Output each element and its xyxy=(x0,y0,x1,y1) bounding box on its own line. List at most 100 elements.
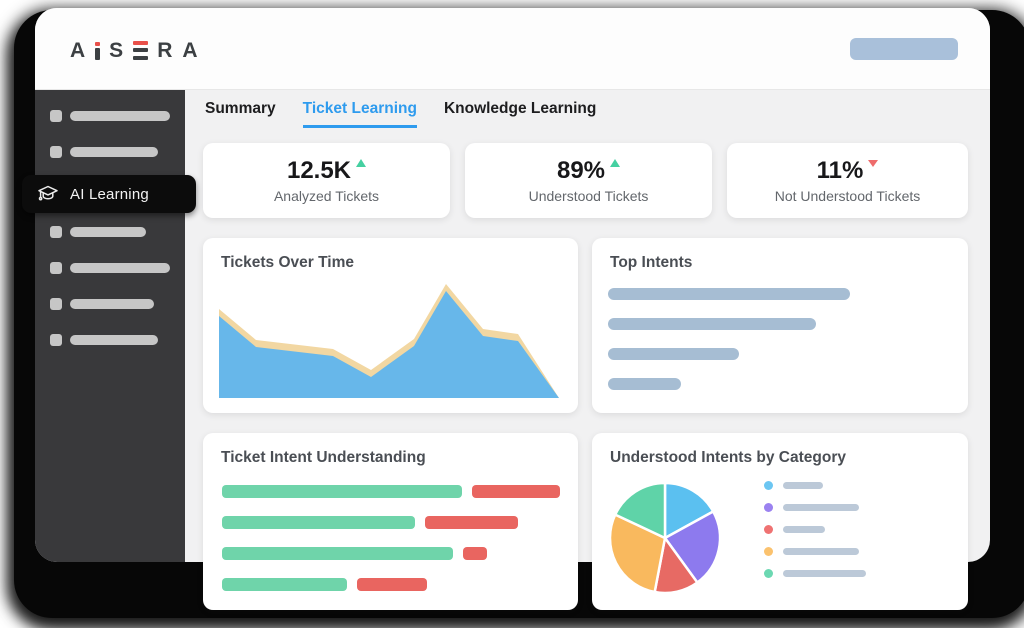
sidebar-item-label-placeholder xyxy=(70,147,158,157)
chart-title: Understood Intents by Category xyxy=(610,449,846,466)
kpi-label: Not Understood Tickets xyxy=(774,188,921,204)
legend-item xyxy=(764,481,866,490)
tab-ticket-learning[interactable]: Ticket Learning xyxy=(302,100,417,128)
not-understood-bar xyxy=(463,547,487,560)
sidebar-item-icon-placeholder xyxy=(50,298,62,310)
understood-bar xyxy=(222,547,453,560)
intent-row xyxy=(222,578,560,591)
sidebar-item-placeholder[interactable] xyxy=(50,262,170,274)
sidebar-item-label-placeholder xyxy=(70,263,170,273)
pie-chart xyxy=(608,481,722,595)
legend-dot xyxy=(764,547,773,556)
not-understood-bar xyxy=(425,516,518,529)
legend-dot xyxy=(764,503,773,512)
legend-item xyxy=(764,525,866,534)
top-intent-bar xyxy=(608,318,816,330)
sidebar-item-icon-placeholder xyxy=(50,334,62,346)
sidebar xyxy=(35,90,185,562)
top-intent-bar xyxy=(608,378,681,390)
sidebar-item-label: AI Learning xyxy=(70,185,149,203)
kpi-card-analyzed: 12.5K Analyzed Tickets xyxy=(203,143,450,218)
chart-title: Top Intents xyxy=(610,254,693,271)
chart-title: Tickets Over Time xyxy=(221,254,354,271)
trend-up-icon xyxy=(356,159,367,167)
legend-label-placeholder xyxy=(783,526,825,533)
logo-letter: S xyxy=(109,38,125,62)
sidebar-item-placeholder[interactable] xyxy=(50,226,170,238)
sidebar-item-ai-learning[interactable]: AI Learning xyxy=(22,175,196,213)
logo-letter-e xyxy=(133,40,149,61)
logo-letter: A xyxy=(70,38,87,62)
legend-dot xyxy=(764,525,773,534)
sidebar-items-below xyxy=(50,226,170,346)
sidebar-item-icon-placeholder xyxy=(50,146,62,158)
kpi-card-understood: 89% Understood Tickets xyxy=(465,143,712,218)
not-understood-bar xyxy=(472,485,560,498)
header-action-button[interactable] xyxy=(850,37,958,60)
app-header: A S R A xyxy=(35,8,990,90)
sidebar-item-label-placeholder xyxy=(70,111,170,121)
aisera-logo: A S R A xyxy=(70,37,199,61)
legend-label-placeholder xyxy=(783,504,859,511)
intent-row xyxy=(222,547,560,560)
stacked-bar-chart xyxy=(222,485,560,591)
top-intent-bar xyxy=(608,288,850,300)
pie-slice-purple xyxy=(663,510,722,584)
area-chart xyxy=(219,284,559,398)
sidebar-item-icon-placeholder xyxy=(50,226,62,238)
kpi-value: 89% xyxy=(557,157,621,185)
chart-card-tickets-over-time: Tickets Over Time xyxy=(203,238,578,413)
chart-card-top-intents: Top Intents xyxy=(592,238,968,413)
legend-dot xyxy=(764,569,773,578)
legend-item xyxy=(764,547,866,556)
legend-label-placeholder xyxy=(783,570,866,577)
sidebar-item-placeholder[interactable] xyxy=(50,146,170,158)
sidebar-item-placeholder[interactable] xyxy=(50,298,170,310)
intent-row xyxy=(222,516,560,529)
sidebar-item-placeholder[interactable] xyxy=(50,334,170,346)
pie-slice-blue xyxy=(663,481,715,540)
pie-legend xyxy=(764,481,866,578)
graduation-cap-icon xyxy=(38,185,58,201)
chart-card-understood-intents-by-category: Understood Intents by Category xyxy=(592,433,968,610)
kpi-label: Analyzed Tickets xyxy=(273,188,380,204)
understood-bar xyxy=(222,485,462,498)
sidebar-item-label-placeholder xyxy=(70,299,154,309)
pie-slice-orange xyxy=(608,513,667,594)
logo-letter-i xyxy=(95,40,100,61)
legend-label-placeholder xyxy=(783,482,823,489)
not-understood-bar xyxy=(357,578,427,591)
understood-bar xyxy=(222,516,415,529)
logo-red-dot xyxy=(95,41,100,46)
intent-row xyxy=(222,485,560,498)
top-intents-bar-chart xyxy=(608,288,850,390)
kpi-value: 12.5K xyxy=(287,157,367,185)
sidebar-item-placeholder[interactable] xyxy=(50,110,170,122)
top-intent-bar xyxy=(608,348,739,360)
logo-letter: R xyxy=(157,38,174,62)
legend-item xyxy=(764,503,866,512)
legend-label-placeholder xyxy=(783,548,859,555)
understood-bar xyxy=(222,578,347,591)
sidebar-items-above xyxy=(50,110,170,158)
legend-dot xyxy=(764,481,773,490)
tab-bar: Summary Ticket Learning Knowledge Learni… xyxy=(205,100,596,128)
sidebar-item-icon-placeholder xyxy=(50,110,62,122)
sidebar-item-icon-placeholder xyxy=(50,262,62,274)
chart-title: Ticket Intent Understanding xyxy=(221,449,426,466)
pie-slice-green xyxy=(613,481,667,540)
trend-up-icon xyxy=(610,159,621,167)
kpi-label: Understood Tickets xyxy=(528,188,649,204)
sidebar-item-label-placeholder xyxy=(70,335,158,345)
logo-red-bar xyxy=(133,41,149,45)
kpi-card-not-understood: 11% Not Understood Tickets xyxy=(727,143,968,218)
tab-knowledge-learning[interactable]: Knowledge Learning xyxy=(443,100,597,117)
chart-card-ticket-intent-understanding: Ticket Intent Understanding xyxy=(203,433,578,610)
sidebar-item-label-placeholder xyxy=(70,227,146,237)
kpi-value: 11% xyxy=(817,157,879,185)
trend-down-icon xyxy=(868,160,879,167)
logo-letter: A xyxy=(182,38,199,62)
tab-summary[interactable]: Summary xyxy=(205,100,276,117)
legend-item xyxy=(764,569,866,578)
